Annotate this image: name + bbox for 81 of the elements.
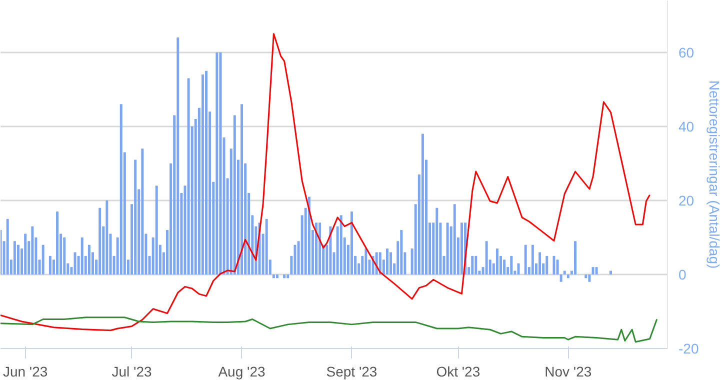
bar bbox=[496, 248, 498, 274]
bar bbox=[201, 74, 204, 274]
bar bbox=[538, 252, 542, 274]
bar bbox=[560, 274, 562, 282]
bar bbox=[286, 274, 290, 278]
bar bbox=[56, 212, 59, 274]
bar bbox=[80, 237, 84, 274]
x-tick-label: Sept '23 bbox=[326, 364, 378, 380]
bar bbox=[524, 244, 527, 274]
bar bbox=[120, 104, 122, 274]
bar bbox=[446, 222, 449, 274]
bar bbox=[595, 267, 598, 274]
bar bbox=[460, 222, 463, 274]
bar bbox=[563, 270, 566, 274]
bar bbox=[503, 260, 506, 274]
bar bbox=[276, 274, 278, 278]
bar bbox=[546, 256, 548, 274]
x-tick-label: Nov '23 bbox=[544, 364, 592, 380]
x-tick-label: Okt '23 bbox=[436, 364, 480, 380]
y-tick-label: -20 bbox=[678, 340, 699, 356]
bar bbox=[141, 148, 144, 274]
bar bbox=[106, 200, 108, 274]
bar bbox=[400, 230, 403, 274]
y-tick-label: 60 bbox=[678, 44, 694, 60]
bar bbox=[272, 274, 275, 278]
line-series bbox=[0, 33, 651, 332]
bar bbox=[340, 215, 342, 274]
x-tick-label: Jun '23 bbox=[2, 364, 48, 380]
bar bbox=[318, 222, 322, 274]
bar bbox=[517, 263, 520, 274]
x-tick-label: Jul '23 bbox=[112, 364, 152, 380]
bar bbox=[31, 226, 34, 274]
bar bbox=[187, 78, 190, 274]
bar bbox=[294, 244, 296, 274]
bar bbox=[176, 38, 180, 274]
bar bbox=[552, 256, 556, 274]
y-tick-label: 0 bbox=[678, 266, 686, 282]
bar bbox=[556, 260, 559, 274]
y-tick-label: 20 bbox=[678, 192, 694, 208]
bar bbox=[421, 134, 424, 274]
x-tick-label: Aug '23 bbox=[218, 364, 266, 380]
bar bbox=[98, 208, 102, 274]
bar bbox=[42, 244, 44, 274]
bar bbox=[584, 274, 588, 278]
bar bbox=[240, 104, 243, 274]
y-tick-label: 40 bbox=[678, 118, 694, 134]
bar bbox=[265, 218, 268, 274]
bar bbox=[453, 204, 456, 274]
line-series bbox=[0, 316, 658, 343]
bar bbox=[315, 222, 318, 274]
bar bbox=[329, 226, 332, 274]
bar bbox=[6, 218, 9, 274]
bar bbox=[386, 248, 388, 274]
bar bbox=[63, 237, 66, 274]
bar bbox=[474, 256, 478, 274]
bar bbox=[566, 274, 570, 278]
bar bbox=[216, 52, 218, 274]
bar bbox=[378, 252, 382, 274]
bar bbox=[24, 234, 27, 274]
y-axis-title: Nettoregistreringar (Antal/dag) bbox=[706, 80, 723, 269]
bar bbox=[510, 256, 513, 274]
bar bbox=[13, 241, 16, 274]
bar bbox=[609, 270, 612, 274]
bar bbox=[283, 274, 286, 278]
bar bbox=[219, 52, 222, 274]
bar bbox=[531, 244, 534, 274]
bar bbox=[350, 212, 353, 274]
bar bbox=[134, 160, 137, 274]
bar bbox=[574, 241, 576, 274]
bar bbox=[485, 241, 488, 274]
bar bbox=[364, 248, 368, 274]
bar bbox=[233, 115, 236, 274]
bar bbox=[390, 252, 392, 274]
bar bbox=[471, 256, 474, 274]
bar bbox=[48, 256, 52, 274]
bar bbox=[436, 208, 438, 274]
bar bbox=[88, 244, 90, 274]
bar bbox=[17, 244, 20, 274]
bar bbox=[588, 274, 591, 282]
bar bbox=[155, 186, 158, 274]
bar bbox=[205, 70, 208, 274]
